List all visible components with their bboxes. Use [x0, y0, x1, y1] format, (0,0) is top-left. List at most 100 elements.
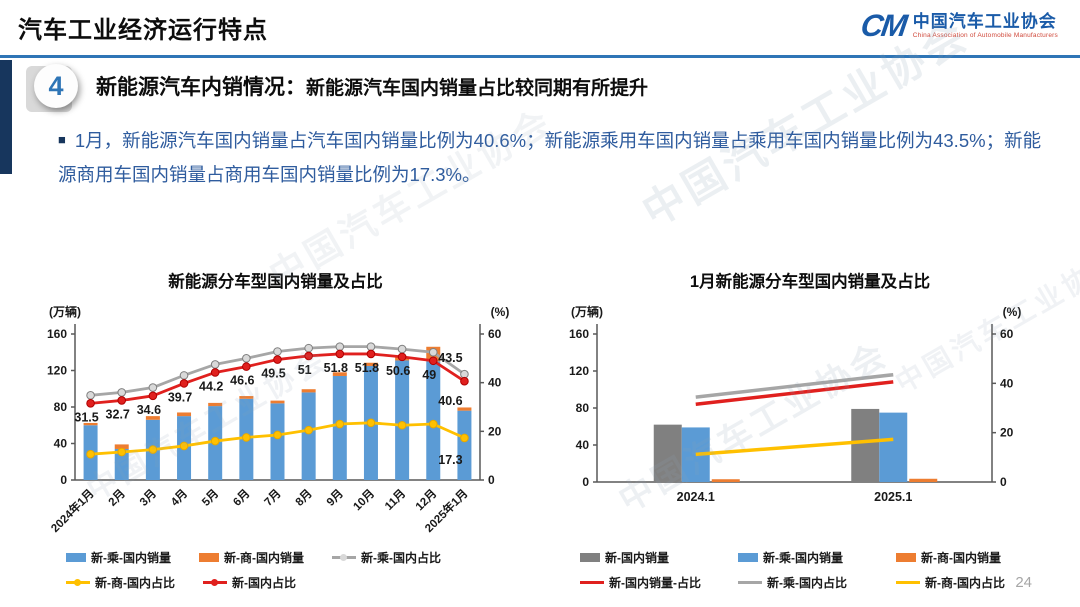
x-tick-label: 10月 [351, 487, 377, 513]
left-chart-plot: 0 40 80 120 160 0 20 40 60 (万辆) (%) 2024年1月 2月 3月 4月 5月… [18, 294, 533, 547]
legend-item: 新-乘-国内占比 [738, 574, 878, 591]
chart-canvas: 0 40 80 120 160 0 20 40 60 (万辆) (%) 2024.1 2025.1 [569, 304, 1021, 504]
line-marker [210, 436, 220, 446]
bar [363, 362, 378, 366]
chart-text: 120 [47, 364, 67, 378]
x-tick-label: 2024年1月 [48, 486, 97, 535]
line-marker [335, 349, 345, 359]
line-marker [428, 347, 438, 357]
bar [909, 478, 938, 482]
line-marker [179, 441, 189, 451]
bar [457, 407, 472, 411]
bar [301, 392, 316, 480]
bar [653, 424, 682, 482]
chart-text: 0 [60, 473, 67, 487]
line-marker [428, 419, 438, 429]
x-tick-label: 2024.1 [677, 490, 715, 504]
x-tick-label: 11月 [382, 487, 408, 513]
bar [270, 403, 285, 480]
line-marker [304, 343, 313, 353]
legend-label: 新-商-国内占比 [925, 576, 1005, 590]
legend-label: 新-乘-国内占比 [361, 551, 441, 565]
line-marker [86, 449, 95, 459]
bar-series [653, 408, 880, 482]
bar [457, 410, 472, 480]
legend-item: 新-商-国内销量 [199, 549, 304, 566]
data-label: 39.7 [168, 390, 192, 404]
chart-canvas: 0 40 80 120 160 0 20 40 60 (万辆) (%) 2024年1月 2月 3月 4月 5月… [47, 304, 509, 535]
line-marker [460, 369, 469, 379]
left-axis-unit: (万辆) [571, 304, 603, 319]
line-series: 43.5 [86, 342, 469, 400]
chart-text: 20 [1000, 426, 1014, 440]
legend-bar-swatch-icon [580, 553, 600, 562]
legend-bar-swatch-icon [199, 553, 219, 562]
x-tick-label: 3月 [137, 487, 159, 509]
section-subheading: 新能源汽车国内销量占比较同期有所提升 [306, 78, 649, 99]
line-marker [242, 433, 251, 442]
legend-line-swatch-icon [66, 578, 90, 588]
chart-text: 0 [488, 473, 495, 487]
bar [332, 372, 347, 376]
data-label: 32.7 [106, 407, 130, 421]
bar [114, 448, 129, 480]
data-label: 51.8 [324, 361, 348, 375]
bar [145, 416, 160, 420]
chart-text: 160 [569, 327, 589, 341]
monthly-sales-chart: 新能源分车型国内销量及占比 0 40 80 120 160 0 20 40 60 (万辆) (%) 2… [18, 268, 533, 591]
line-marker [179, 379, 189, 388]
bullet-square-icon: ■ [58, 132, 66, 147]
legend-item: 新-乘-国内占比 [332, 549, 441, 566]
line-marker [460, 433, 469, 443]
bar [177, 412, 192, 417]
line-marker [117, 447, 127, 457]
data-label: 50.6 [386, 364, 410, 378]
line-marker [86, 399, 95, 408]
data-label: 49 [422, 368, 436, 382]
chart-text: 80 [576, 401, 590, 415]
line-marker [86, 391, 95, 400]
chart-text: 20 [488, 424, 502, 438]
legend-bar-swatch-icon [896, 553, 916, 562]
right-chart-title: 1月新能源分车型国内销量及占比 [689, 273, 931, 291]
header-divider [0, 55, 1080, 58]
legend-item: 新-国内占比 [203, 574, 296, 591]
section-heading: 新能源汽车内销情况： [96, 76, 306, 99]
legend-label: 新-商-国内销量 [921, 551, 1001, 565]
legend-label: 新-商-国内销量 [224, 551, 304, 565]
line-marker [242, 354, 251, 363]
legend-bar-swatch-icon [738, 553, 758, 562]
line-marker [335, 342, 345, 351]
left-chart-title: 新能源分车型国内销量及占比 [168, 273, 383, 291]
legend-label: 新-国内销量-占比 [609, 576, 701, 590]
left-axis-unit: (万辆) [49, 304, 81, 319]
chart-text: 60 [1000, 327, 1014, 341]
line-marker [397, 352, 407, 362]
legend-label: 新-乘-国内销量 [763, 551, 843, 565]
january-comparison-chart: 1月新能源分车型国内销量及占比 0 40 80 120 160 0 20 40 60 (万辆) (%… [560, 268, 1060, 591]
x-tick-label: 4月 [168, 487, 190, 509]
legend-label: 新-国内占比 [232, 576, 296, 590]
bar [239, 396, 254, 399]
line-marker [366, 349, 376, 359]
chart-text: 40 [576, 438, 590, 452]
line-marker [148, 383, 158, 392]
line-marker [273, 355, 282, 364]
x-tick-label: 6月 [231, 487, 253, 509]
chart-text: 120 [569, 364, 589, 378]
line-marker [210, 368, 220, 377]
data-label: 46.6 [230, 374, 254, 388]
x-tick-label: 2月 [106, 487, 128, 509]
bar [301, 389, 316, 393]
data-label: 34.6 [137, 403, 161, 417]
line-marker [242, 362, 251, 371]
data-label: 40.6 [438, 394, 462, 408]
line-marker [148, 391, 158, 401]
chart-text: 60 [488, 327, 502, 341]
line-marker [460, 376, 469, 386]
caam-logo: CM 中国汽车工业协会 China Association of Automob… [858, 8, 1058, 44]
line-series [695, 372, 894, 399]
bar [114, 444, 129, 449]
legend-line-swatch-icon [738, 578, 762, 588]
